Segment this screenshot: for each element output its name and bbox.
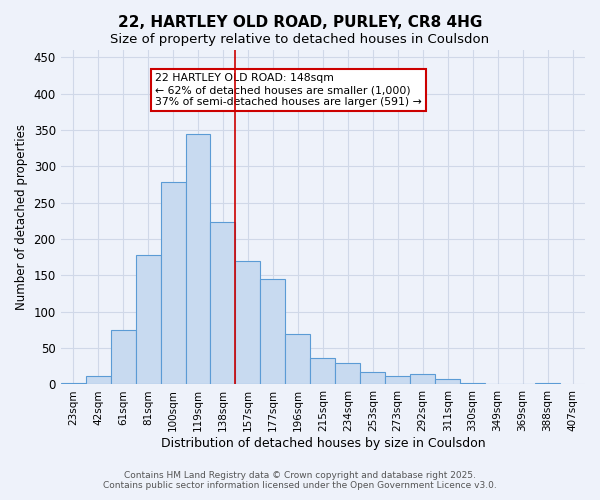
Bar	[435, 380, 460, 384]
Text: Contains HM Land Registry data © Crown copyright and database right 2025.
Contai: Contains HM Land Registry data © Crown c…	[103, 470, 497, 490]
Bar	[161, 182, 185, 384]
Bar	[136, 255, 161, 384]
Text: 22, HARTLEY OLD ROAD, PURLEY, CR8 4HG: 22, HARTLEY OLD ROAD, PURLEY, CR8 4HG	[118, 15, 482, 30]
Text: 22 HARTLEY OLD ROAD: 148sqm
← 62% of detached houses are smaller (1,000)
37% of : 22 HARTLEY OLD ROAD: 148sqm ← 62% of det…	[155, 74, 422, 106]
Text: Size of property relative to detached houses in Coulsdon: Size of property relative to detached ho…	[110, 32, 490, 46]
Bar	[310, 358, 335, 384]
Bar	[235, 261, 260, 384]
Bar	[385, 376, 410, 384]
Bar	[286, 334, 310, 384]
X-axis label: Distribution of detached houses by size in Coulsdon: Distribution of detached houses by size …	[161, 437, 485, 450]
Bar	[86, 376, 110, 384]
Bar	[260, 279, 286, 384]
Bar	[110, 330, 136, 384]
Bar	[61, 383, 86, 384]
Bar	[460, 383, 485, 384]
Bar	[211, 222, 235, 384]
Bar	[185, 134, 211, 384]
Bar	[535, 383, 560, 384]
Bar	[360, 372, 385, 384]
Y-axis label: Number of detached properties: Number of detached properties	[15, 124, 28, 310]
Bar	[335, 362, 360, 384]
Bar	[410, 374, 435, 384]
